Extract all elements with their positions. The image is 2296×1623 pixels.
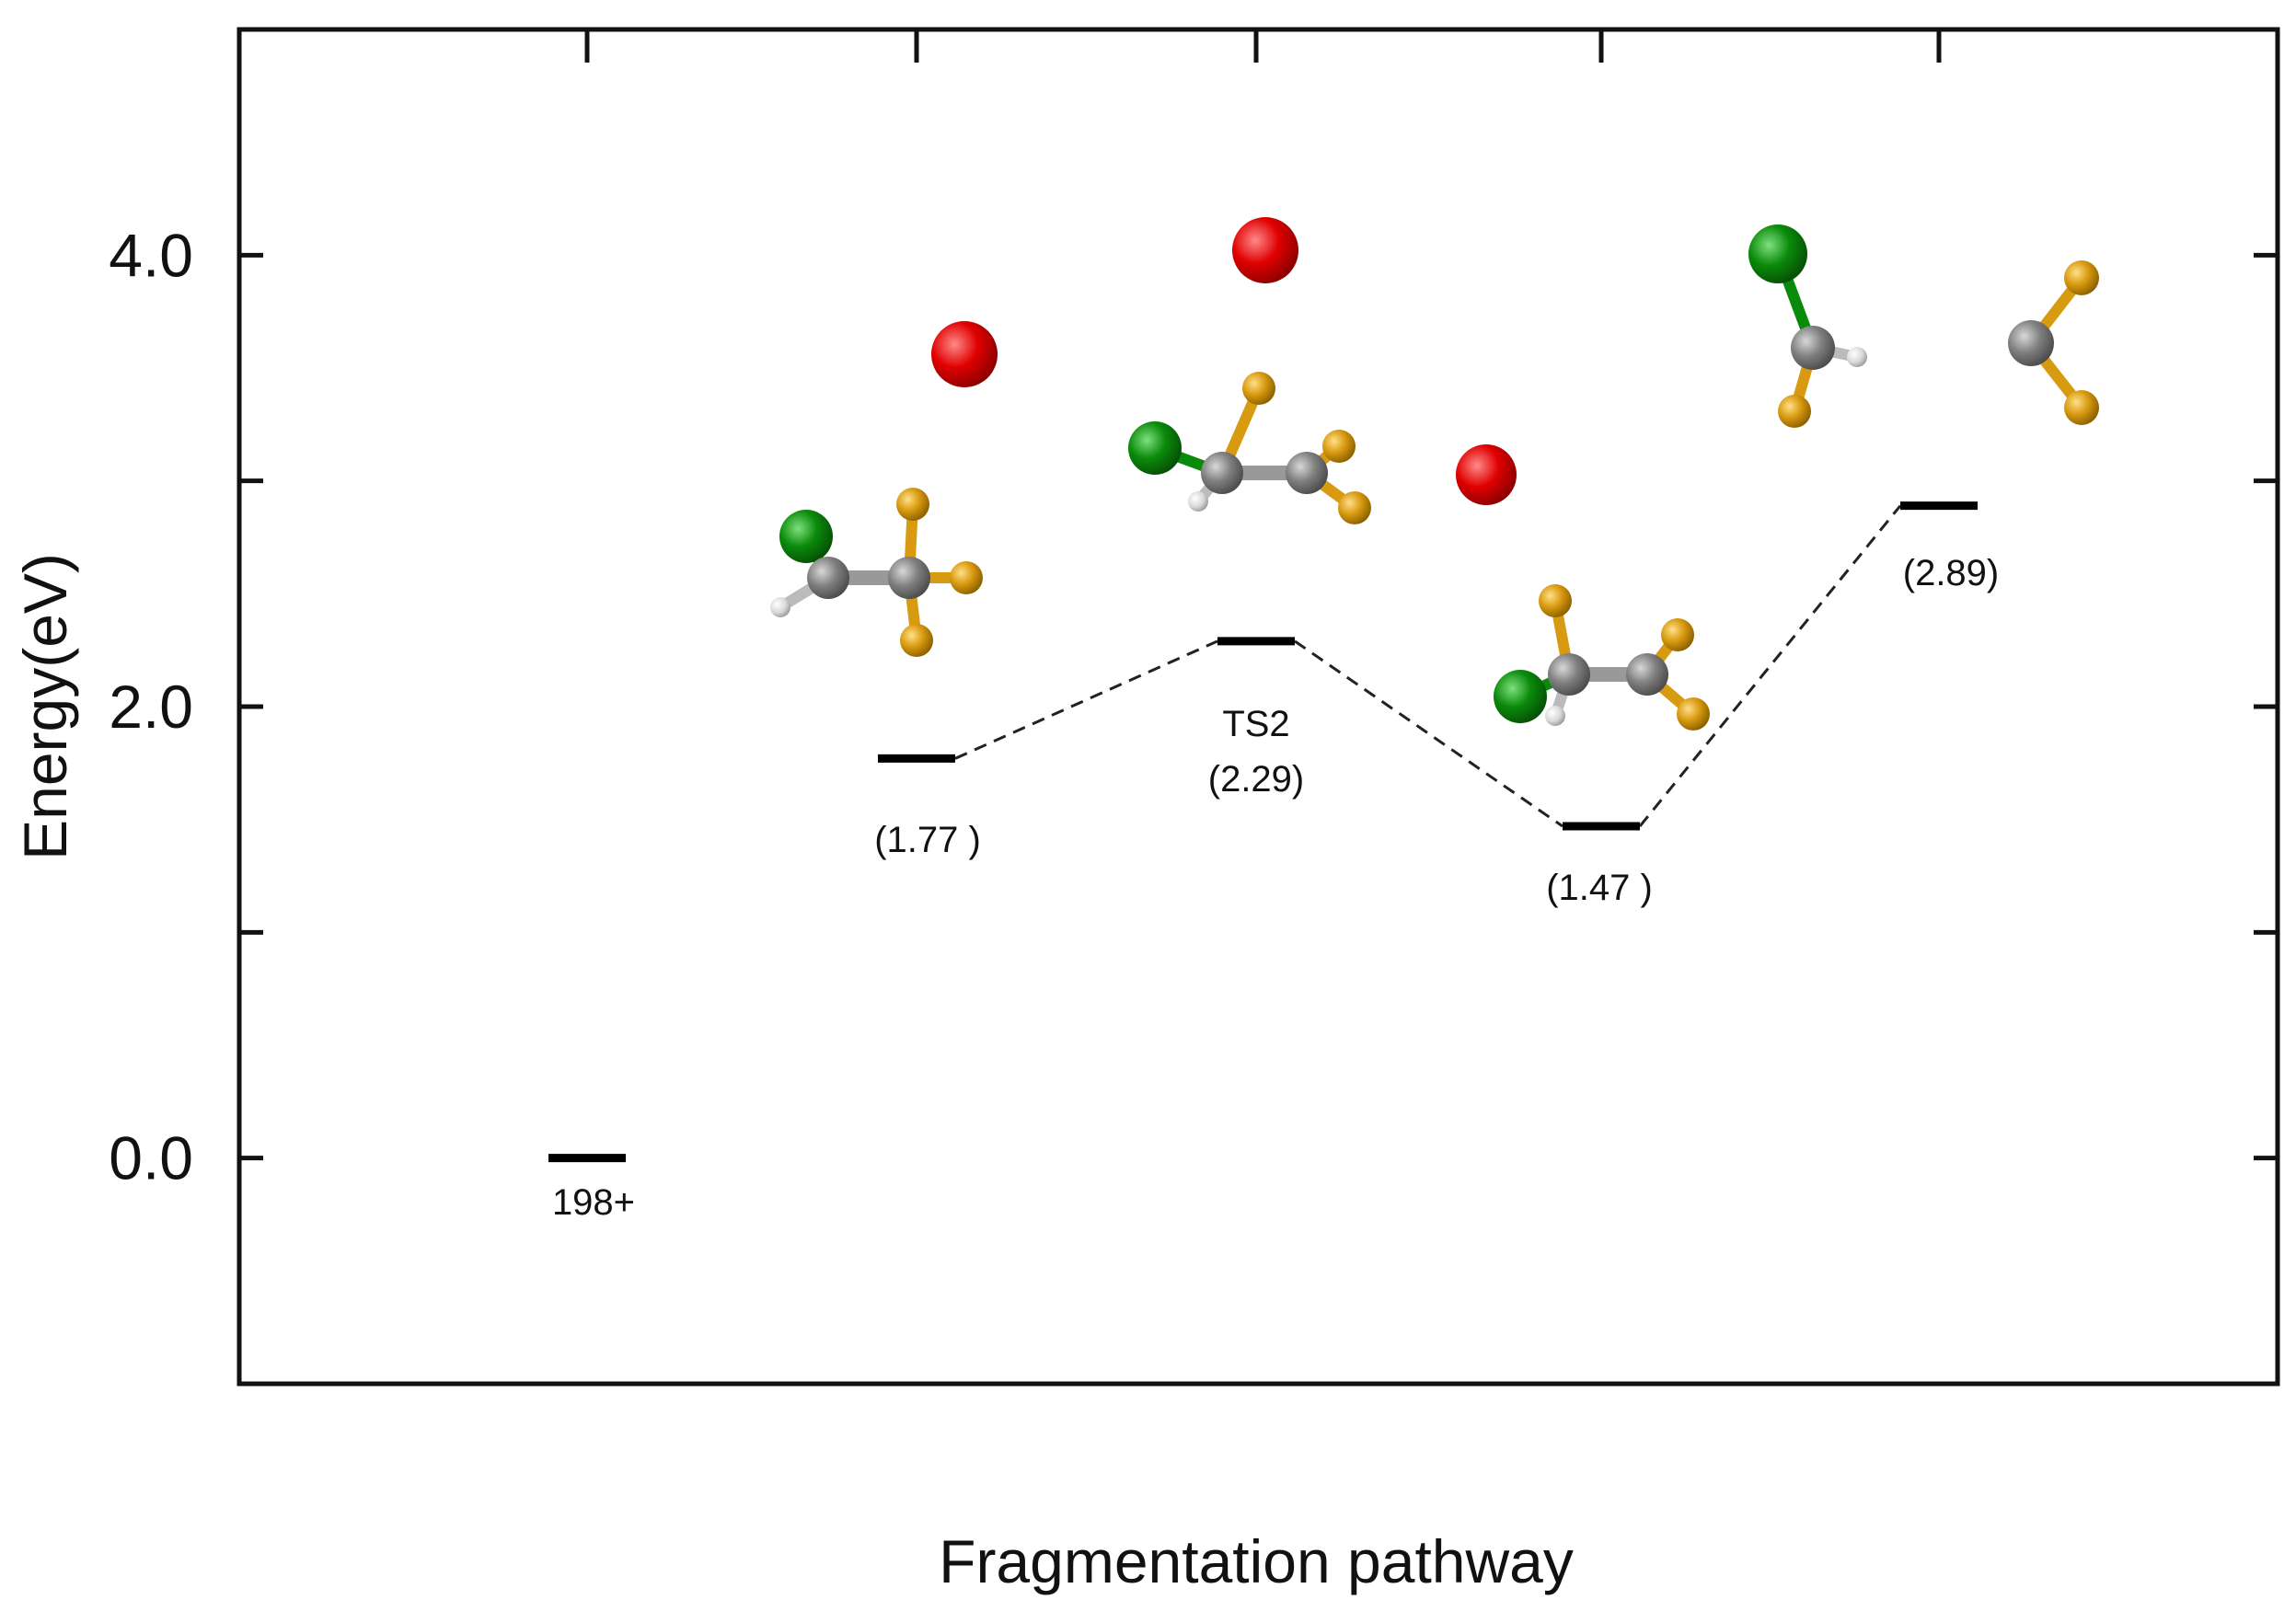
x-axis-ticks <box>584 29 1942 63</box>
oxygen-atom <box>1456 444 1517 505</box>
fluorine-atom <box>1242 372 1275 405</box>
fluorine-atom <box>1661 618 1694 651</box>
y-axis-title: Energy(eV) <box>11 553 79 860</box>
level-value-3: (1.47 ) <box>1546 868 1653 908</box>
hydrogen-atom <box>770 597 790 617</box>
hydrogen-atom <box>1545 706 1565 726</box>
fluorine-atom <box>2064 260 2099 295</box>
chlorine-atom <box>1128 421 1182 475</box>
carbon-atom <box>1201 452 1243 494</box>
chlorine-atom <box>779 510 833 563</box>
oxygen-atom <box>1232 217 1298 283</box>
y-tick-label-0: 0.0 <box>109 1124 193 1192</box>
pathway-connectors <box>954 504 1902 828</box>
oxygen-atom <box>931 321 998 387</box>
chlorine-atom <box>1494 670 1547 723</box>
carbon-atom <box>807 557 849 599</box>
carbon-atom <box>1286 452 1328 494</box>
carbon-atom <box>1548 653 1590 696</box>
y-tick-label-4: 4.0 <box>109 221 193 289</box>
y-tick-label-2: 2.0 <box>109 673 193 741</box>
fluorine-atom <box>2064 390 2099 425</box>
level-name-ts2: TS2 <box>1222 704 1289 744</box>
fluorine-atom <box>1677 697 1710 731</box>
molecule-structure-ts2 <box>1128 217 1371 524</box>
molecule-structure-4 <box>1748 224 2099 428</box>
carbon-atom <box>1791 326 1835 370</box>
fluorine-atom <box>900 624 933 657</box>
connector-line-0 <box>954 639 1218 760</box>
level-name-198plus: 198+ <box>552 1182 635 1223</box>
molecule-structure-1 <box>770 321 998 657</box>
hydrogen-atom <box>1188 491 1208 512</box>
fluorine-atom <box>1322 430 1356 463</box>
fluorine-atom <box>1338 491 1371 524</box>
x-axis-title: Fragmentation pathway <box>939 1527 1574 1595</box>
y-axis-ticks <box>239 252 2278 1161</box>
hydrogen-atom <box>1847 347 1867 367</box>
chlorine-atom <box>1748 224 1807 283</box>
carbon-atom <box>2008 320 2054 366</box>
carbon-atom <box>888 557 930 599</box>
molecule-structure-3 <box>1456 444 1710 731</box>
connector-line-1 <box>1294 639 1563 828</box>
fluorine-atom <box>1778 395 1811 428</box>
level-value-1: (1.77 ) <box>874 820 981 860</box>
level-value-ts2: (2.29) <box>1208 759 1305 800</box>
carbon-atom <box>1626 653 1668 696</box>
fluorine-atom <box>1539 584 1572 617</box>
connector-line-2 <box>1638 504 1902 827</box>
fluorine-atom <box>950 561 983 594</box>
fluorine-atom <box>896 488 929 521</box>
level-value-4: (2.89) <box>1903 553 2000 593</box>
